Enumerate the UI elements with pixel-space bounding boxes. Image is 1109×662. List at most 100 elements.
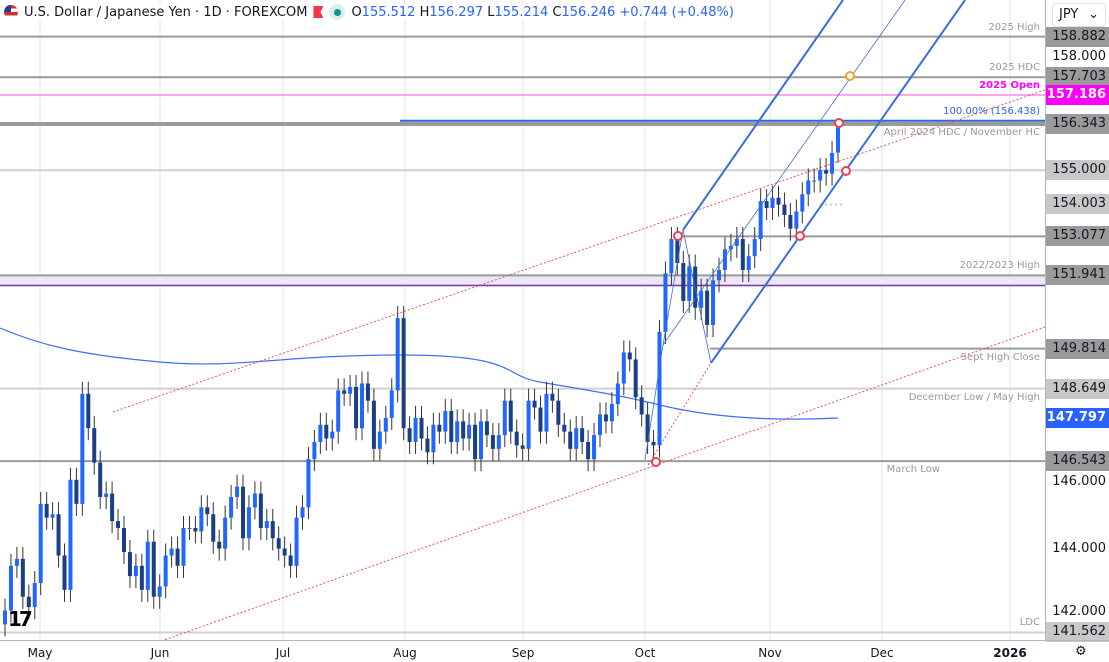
candle-body (127, 552, 132, 577)
candle-body (603, 414, 608, 422)
price-tick: 142.000 (1052, 604, 1106, 619)
resistance-band (0, 275, 1045, 286)
candle-body (764, 201, 769, 209)
candle-body (163, 555, 168, 587)
candle-body (740, 239, 745, 270)
candle-body (830, 153, 835, 174)
candle-body (330, 431, 335, 439)
candle-body (3, 610, 7, 625)
candle-body (722, 249, 727, 270)
price-label: 157.703 (1046, 67, 1109, 88)
pitchfork-line (644, 344, 664, 461)
pitchfork-line (662, 229, 684, 346)
time-tick: Nov (758, 646, 782, 660)
candle-body (449, 411, 454, 442)
candle-body (288, 555, 293, 566)
candle-body (50, 514, 55, 518)
price-tick: 158.000 (1052, 49, 1106, 64)
candle-body (62, 555, 67, 590)
candle-body (544, 393, 549, 432)
candle-body (276, 538, 281, 549)
candle-body (145, 541, 150, 590)
candle-body (550, 393, 555, 401)
candle-body (532, 400, 537, 408)
price-label: 157.186 (1046, 85, 1109, 105)
price-label: 153.077 (1046, 226, 1109, 247)
candle-body (98, 462, 103, 497)
candle-body (116, 521, 121, 528)
candle-body (562, 424, 567, 432)
candle-body (14, 558, 19, 566)
currency-select[interactable]: JPY ⌄ (1052, 3, 1106, 27)
candle-body (223, 517, 228, 549)
candle-body (294, 517, 299, 566)
candle-body (229, 497, 234, 518)
candle-body (580, 428, 585, 442)
candle-body (752, 239, 757, 257)
candle-body (681, 263, 686, 301)
candle-body (836, 127, 840, 153)
price-label: 154.003 (1046, 194, 1109, 215)
candle-body (139, 565, 144, 590)
time-tick: Jul (275, 646, 291, 660)
candle-body (104, 493, 109, 497)
pivot-marker (795, 231, 805, 241)
candle-body (336, 390, 341, 432)
candle-body (8, 565, 13, 611)
level-label: 100.00% (156.438) (943, 105, 1040, 117)
price-axis[interactable] (1045, 0, 1109, 640)
candle-body (318, 424, 323, 442)
candle-body (342, 390, 347, 394)
symbol-title[interactable]: U.S. Dollar / Japanese Yen · 1D · FOREXC… (24, 4, 308, 20)
time-tick: Jun (150, 646, 170, 660)
candle-body (639, 397, 644, 415)
candle-body (687, 266, 692, 301)
candle-body (824, 170, 829, 174)
candle-body (526, 400, 531, 449)
level-label: April 2024 HDC / November HC (883, 127, 1040, 138)
pivot-marker (834, 118, 844, 128)
candle-body (371, 400, 376, 449)
price-chart[interactable] (0, 0, 1045, 640)
price-label: 147.797 (1046, 407, 1109, 428)
candle-body (38, 503, 43, 583)
price-tick: 146.000 (1052, 474, 1106, 489)
candle-body (508, 400, 513, 432)
candle-body (205, 507, 210, 515)
ohlc-values: O155.512 H156.297 L155.214 C156.246 +0.7… (351, 4, 734, 20)
candle-body (651, 441, 656, 446)
candle-body (556, 400, 561, 425)
time-axis[interactable]: May Jun Jul Aug Sep Oct Nov Dec 2026 ⚙ (0, 640, 1109, 662)
candle-body (211, 514, 216, 542)
candle-body (818, 170, 823, 181)
candle-body (193, 527, 198, 532)
candle-body (484, 421, 489, 436)
candle-body (383, 417, 388, 432)
settings-icon[interactable]: ⚙ (1075, 644, 1087, 659)
candle-body (133, 565, 138, 577)
candle-body (645, 414, 650, 442)
price-tick: 144.000 (1052, 541, 1106, 556)
time-tick: Dec (870, 646, 894, 660)
lower-trendline (162, 326, 1045, 640)
candle-body (74, 479, 79, 504)
candle-body (812, 180, 817, 182)
candle-body (538, 407, 543, 432)
candle-body (520, 445, 525, 449)
moving-average-line (0, 327, 839, 420)
candle-body (20, 558, 25, 597)
candle-body (348, 386, 353, 394)
flag-icon[interactable] (313, 6, 324, 18)
price-label: 151.941 (1046, 265, 1109, 286)
candle-body (467, 424, 472, 439)
candle-body (490, 435, 495, 449)
candle-body (110, 493, 115, 522)
pivot-marker (841, 166, 851, 176)
pitchfork-line (682, 229, 712, 364)
candle-body (788, 214, 793, 229)
candle-body (657, 331, 662, 446)
candle-body (782, 204, 787, 215)
candle-body (711, 280, 716, 325)
candle-body (514, 431, 519, 446)
candle-body (217, 541, 222, 549)
